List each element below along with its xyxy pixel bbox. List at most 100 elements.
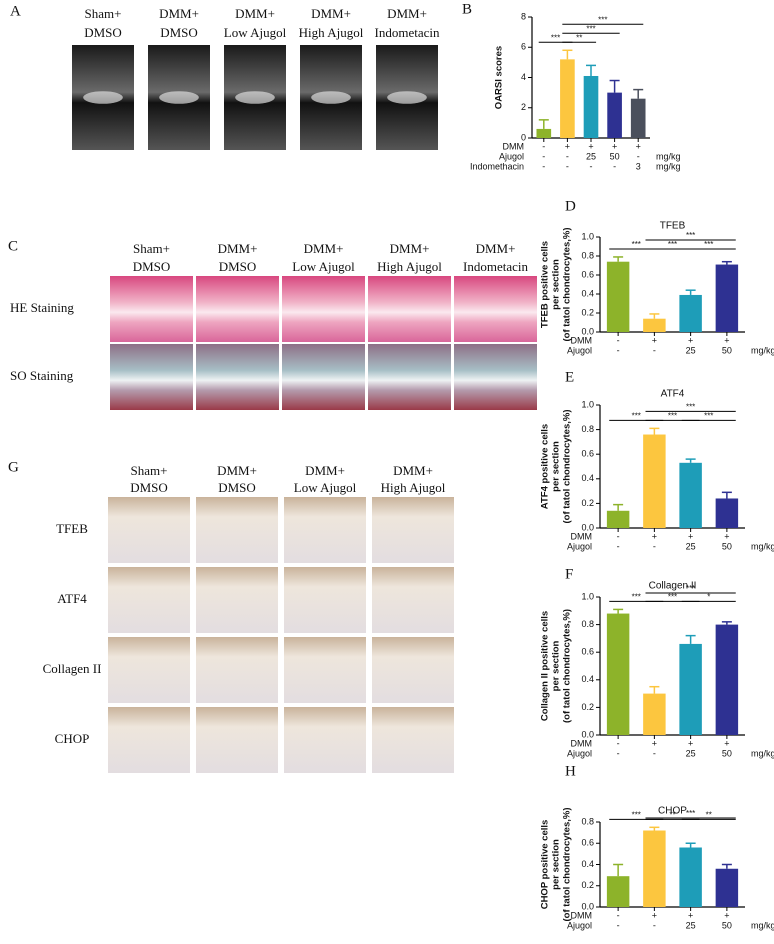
y-tick-label: 0.4 xyxy=(581,288,594,298)
treatment-cell: 50 xyxy=(722,345,732,355)
image xyxy=(196,637,278,703)
image xyxy=(282,276,365,342)
chart-title: CHOP xyxy=(658,806,687,817)
y-tick-label: 1.0 xyxy=(581,231,594,241)
column-label: DMM+ xyxy=(390,241,430,256)
y-tick-label: 0.4 xyxy=(581,859,594,869)
treatment-cell: + xyxy=(724,738,729,748)
treatment-cell: + xyxy=(724,531,729,541)
y-axis-label: ATF4 positive cells xyxy=(540,424,551,509)
image-detail xyxy=(235,91,275,104)
bar xyxy=(643,434,666,528)
significance-label: *** xyxy=(704,240,713,249)
image xyxy=(108,567,190,633)
treatment-label: Ajugol xyxy=(567,345,592,355)
treatment-cell: - xyxy=(613,161,616,171)
significance-label: *** xyxy=(632,810,641,819)
image xyxy=(196,497,278,563)
treatment-cell: + xyxy=(688,531,693,541)
treatment-cell: + xyxy=(688,335,693,345)
bar xyxy=(715,498,739,528)
column-label: Low Ajugol xyxy=(224,25,287,40)
treatment-label: DMM xyxy=(571,738,593,748)
panel-letter: G xyxy=(8,459,19,475)
treatment-label: Ajugol xyxy=(567,920,592,930)
image-detail xyxy=(159,91,199,104)
y-tick-label: 0.2 xyxy=(581,702,594,712)
treatment-cell: 25 xyxy=(686,541,696,551)
treatment-unit: mg/kg xyxy=(751,345,774,355)
image xyxy=(454,344,537,410)
treatment-cell: + xyxy=(652,335,657,345)
column-label: DMM+ xyxy=(387,6,427,21)
significance-label: *** xyxy=(686,231,695,240)
treatment-label: Indomethacin xyxy=(470,161,524,171)
y-axis-label: (of tatol chondrocytes,%) xyxy=(562,609,573,723)
y-tick-label: 0.2 xyxy=(581,880,594,890)
y-axis-label: per section xyxy=(551,441,562,492)
y-tick-label: 0.2 xyxy=(581,307,594,317)
treatment-unit: mg/kg xyxy=(751,748,774,758)
panel-letter: C xyxy=(8,238,18,254)
significance-label: *** xyxy=(551,33,560,42)
column-label: Low Ajugol xyxy=(292,259,355,274)
treatment-cell: - xyxy=(617,335,620,345)
significance-label: *** xyxy=(686,584,695,593)
treatment-unit: mg/kg xyxy=(751,541,774,551)
bar xyxy=(643,318,666,332)
image xyxy=(110,276,193,342)
column-label: DMM+ xyxy=(218,241,258,256)
column-label: Indometacin xyxy=(463,259,528,274)
treatment-cell: - xyxy=(617,748,620,758)
image xyxy=(368,344,451,410)
treatment-cell: 25 xyxy=(686,748,696,758)
y-tick-label: 0.0 xyxy=(581,901,594,911)
y-tick-label: 0.8 xyxy=(581,424,594,434)
y-tick-label: 0.6 xyxy=(581,838,594,848)
y-tick-label: 8 xyxy=(521,11,526,21)
y-axis-label: (of tatol chondrocytes,%) xyxy=(562,807,573,921)
y-axis-label: (of tatol chondrocytes,%) xyxy=(562,227,573,341)
chart-title: ATF4 xyxy=(661,389,685,400)
image xyxy=(372,497,454,563)
y-tick-label: 0.0 xyxy=(581,326,594,336)
treatment-cell: - xyxy=(653,748,656,758)
image xyxy=(196,707,278,773)
image xyxy=(196,344,279,410)
significance-label: *** xyxy=(668,593,677,602)
bar xyxy=(606,261,630,332)
y-axis-label: OARSI scores xyxy=(494,46,505,109)
treatment-cell: 50 xyxy=(722,920,732,930)
image xyxy=(282,344,365,410)
column-label: Low Ajugol xyxy=(294,480,357,495)
treatment-cell: 50 xyxy=(610,151,620,161)
image xyxy=(372,637,454,703)
treatment-cell: - xyxy=(542,161,545,171)
y-tick-label: 6 xyxy=(521,42,526,52)
column-label: Indometacin xyxy=(375,25,440,40)
y-axis-label: per section xyxy=(551,259,562,310)
column-label: DMM+ xyxy=(235,6,275,21)
treatment-label: DMM xyxy=(571,910,593,920)
y-tick-label: 0.6 xyxy=(581,269,594,279)
column-label: DMM+ xyxy=(304,241,344,256)
row-label: Collagen II xyxy=(43,661,102,676)
y-tick-label: 0.8 xyxy=(581,816,594,826)
row-label: ATF4 xyxy=(57,591,87,606)
treatment-cell: + xyxy=(724,335,729,345)
bar xyxy=(606,510,630,528)
bar xyxy=(560,59,575,138)
treatment-cell: + xyxy=(688,738,693,748)
y-axis-label: Collagen II positive cells xyxy=(540,611,551,721)
treatment-cell: - xyxy=(617,920,620,930)
image xyxy=(372,567,454,633)
bar xyxy=(630,98,646,138)
image xyxy=(110,344,193,410)
y-axis-label: CHOP positive cells xyxy=(540,820,551,910)
column-label: DMM+ xyxy=(393,463,433,478)
column-label: DMM+ xyxy=(305,463,345,478)
image xyxy=(284,637,366,703)
row-label: HE Staining xyxy=(10,300,74,315)
bar xyxy=(643,830,666,907)
image-detail xyxy=(387,91,427,104)
